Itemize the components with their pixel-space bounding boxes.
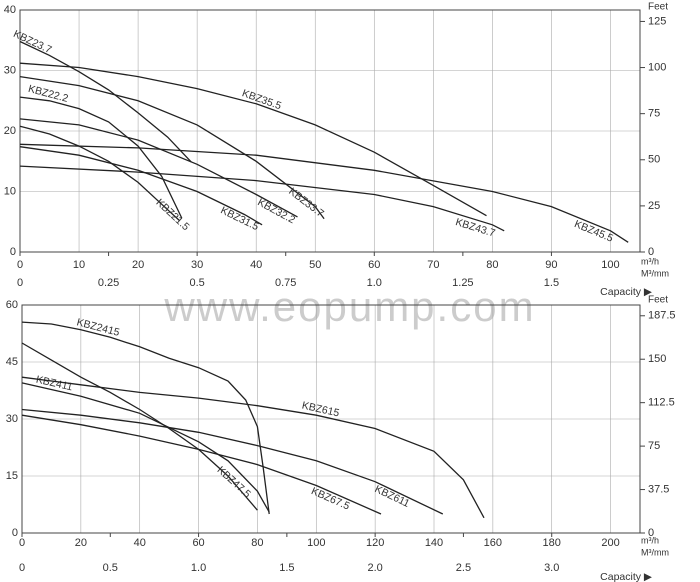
x2-tick-label: 1.0 bbox=[191, 562, 206, 574]
x-tick-label: 60 bbox=[192, 537, 204, 549]
x-tick-label: 100 bbox=[307, 537, 325, 549]
plot-frame bbox=[19, 9, 641, 253]
y2-tick-label: 37.5 bbox=[648, 483, 669, 495]
pump-curve bbox=[19, 75, 325, 220]
y-tick-label: 40 bbox=[4, 4, 16, 16]
y-tick-label: 20 bbox=[4, 125, 16, 137]
pump-curve bbox=[19, 62, 487, 217]
curve-label: KBZ2415 bbox=[75, 316, 121, 339]
y2-tick-label: 125 bbox=[648, 15, 666, 27]
x-axis-unit: m³/h bbox=[641, 256, 659, 266]
y2-tick-label: 187.5 bbox=[648, 310, 676, 322]
x2-tick-label: 0.75 bbox=[275, 277, 296, 289]
y2-tick-label: 112.5 bbox=[648, 397, 675, 409]
x-tick-label: 40 bbox=[250, 259, 262, 271]
pump-curve bbox=[21, 414, 382, 515]
x-tick-label: 140 bbox=[425, 537, 443, 549]
curve-label: KBZ23.7 bbox=[11, 28, 53, 56]
curve-label: KBZ45.5 bbox=[573, 218, 616, 245]
x2-tick-label: 3.0 bbox=[544, 562, 559, 574]
y-tick-label: 45 bbox=[6, 356, 18, 368]
y2-tick-label: 75 bbox=[648, 108, 660, 120]
curve-label: KBZ21.5 bbox=[153, 197, 191, 234]
y-tick-label: 30 bbox=[4, 64, 16, 76]
x2-tick-label: 2.0 bbox=[367, 562, 382, 574]
pump-curve bbox=[19, 125, 180, 221]
y-tick-label: 30 bbox=[6, 413, 18, 425]
pump-curve bbox=[21, 342, 258, 511]
x-tick-label: 0 bbox=[17, 259, 23, 271]
pump-curve bbox=[21, 376, 485, 519]
curve-label: KBZ47.5 bbox=[215, 464, 253, 500]
y2-axis-title: Feet bbox=[648, 295, 668, 306]
y2-tick-label: 50 bbox=[648, 154, 660, 166]
pump-curve bbox=[19, 96, 183, 219]
panel: 0 10 20 30 40 0 10 20 30 40 50 60 70 80 90 100 0 0.25 0.5 0… bbox=[4, 2, 669, 298]
pump-curve bbox=[21, 321, 270, 515]
x-tick-label: 20 bbox=[75, 537, 87, 549]
x2-tick-label: 0.25 bbox=[98, 277, 119, 289]
pump-curve bbox=[21, 382, 270, 513]
curve-label: KBZ611 bbox=[373, 483, 412, 510]
pump-curve bbox=[19, 40, 192, 163]
x-axis-unit: m³/h bbox=[641, 535, 659, 545]
x2-tick-label: 1.25 bbox=[452, 277, 473, 289]
watermark: www.eopump.com bbox=[163, 283, 535, 330]
x2-tick-label: 1.5 bbox=[279, 562, 294, 574]
y2-axis-title: Feet bbox=[648, 2, 668, 13]
y2-tick-label: 75 bbox=[648, 440, 660, 452]
x2-tick-label: 0 bbox=[17, 277, 23, 289]
x2-axis-unit: M³/mm bbox=[641, 268, 669, 278]
x2-tick-label: 2.5 bbox=[456, 562, 471, 574]
y-tick-label: 15 bbox=[6, 470, 18, 482]
x2-tick-label: 0.5 bbox=[189, 277, 204, 289]
pump-curve bbox=[19, 118, 298, 218]
x-tick-label: 40 bbox=[134, 537, 146, 549]
x-tick-label: 90 bbox=[545, 259, 557, 271]
y2-tick-label: 100 bbox=[648, 61, 666, 73]
panel: 0 15 30 45 60 0 20 40 60 80 100 120 140 160 180 200 0 0.5… bbox=[6, 295, 676, 582]
y-tick-label: 60 bbox=[6, 299, 18, 311]
x-tick-label: 80 bbox=[251, 537, 263, 549]
capacity-label: Capacity ▶ bbox=[600, 286, 653, 298]
x-tick-label: 10 bbox=[73, 259, 85, 271]
x2-tick-label: 1.5 bbox=[544, 277, 559, 289]
x-tick-label: 0 bbox=[19, 537, 25, 549]
x-tick-label: 100 bbox=[601, 259, 619, 271]
x-tick-label: 160 bbox=[484, 537, 502, 549]
y-tick-label: 0 bbox=[10, 246, 16, 258]
y2-tick-label: 0 bbox=[648, 246, 654, 258]
plot-frame bbox=[21, 304, 641, 534]
x2-tick-label: 0 bbox=[19, 562, 25, 574]
x-tick-label: 180 bbox=[543, 537, 561, 549]
x2-tick-label: 0.5 bbox=[103, 562, 118, 574]
curve-label: KBZ31.5 bbox=[219, 204, 261, 233]
curve-label: KBZ35.5 bbox=[240, 87, 283, 112]
x-tick-label: 20 bbox=[132, 259, 144, 271]
pump-curve bbox=[19, 165, 505, 232]
y-tick-label: 10 bbox=[4, 185, 16, 197]
x-tick-label: 60 bbox=[368, 259, 380, 271]
y2-tick-label: 25 bbox=[648, 200, 660, 212]
x-tick-label: 120 bbox=[366, 537, 384, 549]
x-tick-label: 50 bbox=[309, 259, 321, 271]
x2-axis-unit: M³/mm bbox=[641, 547, 669, 557]
y2-tick-label: 150 bbox=[648, 353, 666, 365]
x-tick-label: 70 bbox=[427, 259, 439, 271]
capacity-label: Capacity ▶ bbox=[600, 571, 653, 582]
curve-label: KBZ22.2 bbox=[27, 83, 70, 105]
curve-label: KBZ67.5 bbox=[309, 485, 351, 513]
y2-tick-label: 0 bbox=[648, 527, 654, 539]
y-tick-label: 0 bbox=[12, 527, 18, 539]
curve-label: KBZ32.2 bbox=[255, 196, 297, 226]
x-tick-label: 30 bbox=[191, 259, 203, 271]
pump-curve bbox=[19, 146, 263, 226]
x-tick-label: 200 bbox=[601, 537, 619, 549]
pump-curve bbox=[21, 408, 444, 515]
x2-tick-label: 1.0 bbox=[367, 277, 382, 289]
x-tick-label: 80 bbox=[486, 259, 498, 271]
pump-curve bbox=[19, 143, 629, 243]
